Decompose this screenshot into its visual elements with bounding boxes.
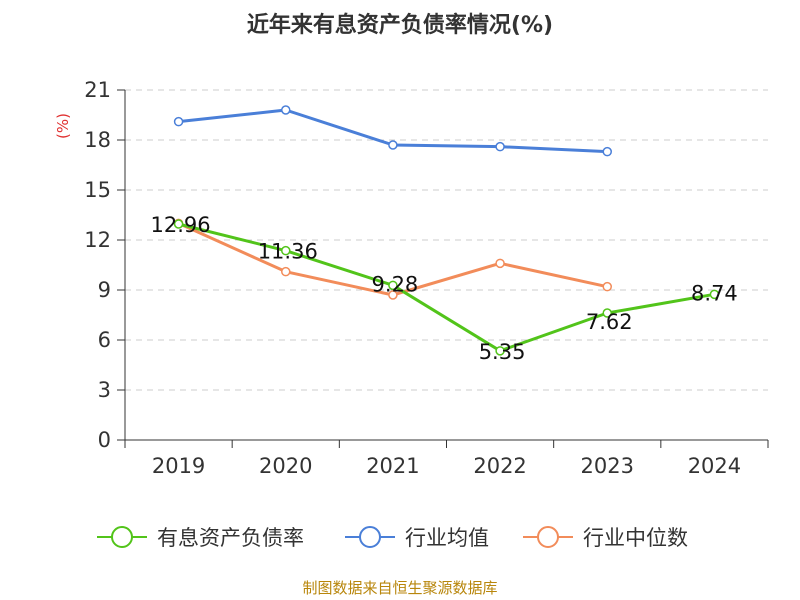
data-point: [709, 289, 720, 300]
data-point: [495, 346, 505, 356]
x-tick-label: 2021: [366, 454, 419, 478]
data-point: [495, 141, 505, 152]
y-tick-label: 9: [98, 278, 111, 302]
x-tick-label: 2020: [259, 454, 312, 478]
data-point: [173, 219, 184, 229]
data-point: [388, 280, 398, 291]
data-point: [602, 281, 612, 292]
x-tick-label: 2022: [473, 454, 526, 478]
data-label: 11.36: [258, 240, 318, 264]
data-label: 5.35: [479, 340, 526, 364]
data-point: [281, 245, 291, 256]
data-label: 7.62: [586, 310, 633, 334]
y-tick-label: 15: [84, 178, 111, 202]
x-tick-label: 2019: [152, 454, 205, 478]
data-label: 9.28: [372, 272, 419, 296]
series-group: [173, 105, 720, 356]
data-point: [388, 140, 398, 150]
legend-item: 有息资产负债率: [97, 526, 304, 550]
y-tick-label: 18: [84, 128, 111, 152]
legend-marker: [111, 526, 133, 548]
legend-label: 行业均值: [405, 526, 489, 550]
gridlines: [125, 89, 768, 391]
data-point: [495, 258, 505, 269]
y-tick-label: 21: [84, 78, 111, 102]
data-point: [602, 146, 612, 157]
series-line: [178, 222, 715, 353]
axes: 0 3 6 9 12 15 18 21 2019 2020 2021 2022 2023 2024: [84, 78, 769, 478]
legend-marker: [359, 526, 381, 548]
data-point: [281, 105, 291, 115]
data-point: [173, 116, 184, 127]
y-tick-label: 0: [98, 428, 111, 452]
data-label: 8.74: [691, 281, 738, 305]
source-note: 制图数据来自恒生聚源数据库: [302, 579, 497, 597]
data-point: [602, 308, 612, 318]
y-tick-label: 6: [98, 328, 111, 352]
legend-item: 行业中位数: [523, 526, 688, 550]
legend-label: 有息资产负债率: [157, 526, 304, 550]
x-tick-label: 2023: [581, 454, 634, 478]
legend: 有息资产负债率 行业均值 行业中位数: [97, 526, 688, 550]
data-point: [388, 290, 398, 300]
y-axis-unit: (%): [54, 113, 72, 139]
chart-title: 近年来有息资产负债率情况(%): [247, 12, 553, 38]
data-label: 12.96: [151, 213, 211, 237]
data-point: [281, 266, 291, 277]
legend-marker: [537, 526, 559, 548]
x-tick-label: 2024: [688, 454, 741, 478]
legend-label: 行业中位数: [583, 526, 688, 550]
y-tick-label: 12: [84, 228, 111, 252]
legend-item: 行业均值: [345, 526, 489, 550]
data-labels: 12.96 11.36 9.28 5.35 7.62 8.74: [151, 213, 738, 364]
y-tick-label: 3: [98, 378, 111, 402]
